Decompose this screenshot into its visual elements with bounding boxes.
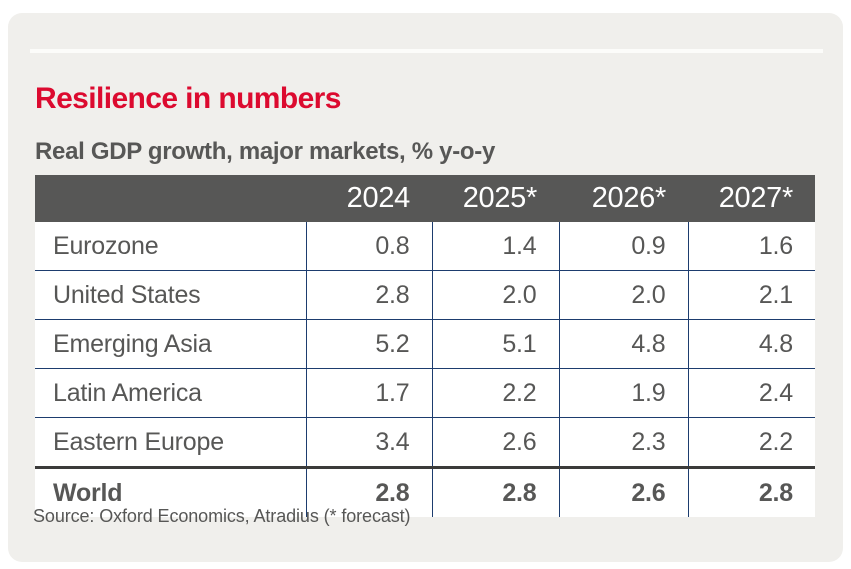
cell-value: 1.9 [558,368,688,418]
cell-value: 1.7 [305,368,432,418]
header-year-2027: 2027* [688,175,815,222]
cell-value: 2.0 [431,270,559,320]
header-year-2024: 2024 [306,175,432,222]
row-label: Eastern Europe [35,417,306,468]
cell-value: 0.9 [558,222,688,271]
cell-value: 2.3 [558,417,688,468]
header-empty-cell [35,175,306,222]
cell-value: 2.1 [687,270,815,320]
table-row-emerging-asia: Emerging Asia 5.2 5.1 4.8 4.8 [35,319,815,369]
header-year-2026: 2026* [559,175,688,222]
cell-value: 2.8 [305,467,432,517]
figure-title: Resilience in numbers [35,82,341,115]
cell-value: 3.4 [305,417,432,468]
figure-subtitle: Real GDP growth, major markets, % y-o-y [35,138,495,165]
table-header-row: 2024 2025* 2026* 2027* [35,175,815,222]
cell-value: 4.8 [687,319,815,369]
header-year-2025: 2025* [432,175,559,222]
table-row-united-states: United States 2.8 2.0 2.0 2.1 [35,270,815,320]
cell-value: 1.6 [687,222,815,271]
gdp-growth-table: 2024 2025* 2026* 2027* Eurozone 0.8 1.4 … [35,175,815,517]
row-label: Eurozone [35,222,306,271]
row-label: Latin America [35,368,306,418]
row-label: United States [35,270,306,320]
table-row-latin-america: Latin America 1.7 2.2 1.9 2.4 [35,368,815,418]
infographic-card: Resilience in numbers Real GDP growth, m… [8,13,843,562]
table-row-eurozone: Eurozone 0.8 1.4 0.9 1.6 [35,222,815,271]
row-label: World [35,467,306,517]
cell-value: 2.8 [687,467,815,517]
row-label: Emerging Asia [35,319,306,369]
cell-value: 2.2 [687,417,815,468]
cell-value: 5.2 [305,319,432,369]
cell-value: 4.8 [558,319,688,369]
cell-value: 5.1 [431,319,559,369]
table-row-world: World 2.8 2.8 2.6 2.8 [35,467,815,517]
cell-value: 1.4 [431,222,559,271]
cell-value: 2.6 [431,417,559,468]
cell-value: 2.6 [558,467,688,517]
cell-value: 2.8 [431,467,559,517]
cell-value: 2.2 [431,368,559,418]
cell-value: 2.0 [558,270,688,320]
cell-value: 2.8 [305,270,432,320]
cell-value: 2.4 [687,368,815,418]
source-note: Source: Oxford Economics, Atradius (* fo… [33,506,411,526]
top-divider [30,49,823,53]
table-row-eastern-europe: Eastern Europe 3.4 2.6 2.3 2.2 [35,417,815,468]
cell-value: 0.8 [305,222,432,271]
